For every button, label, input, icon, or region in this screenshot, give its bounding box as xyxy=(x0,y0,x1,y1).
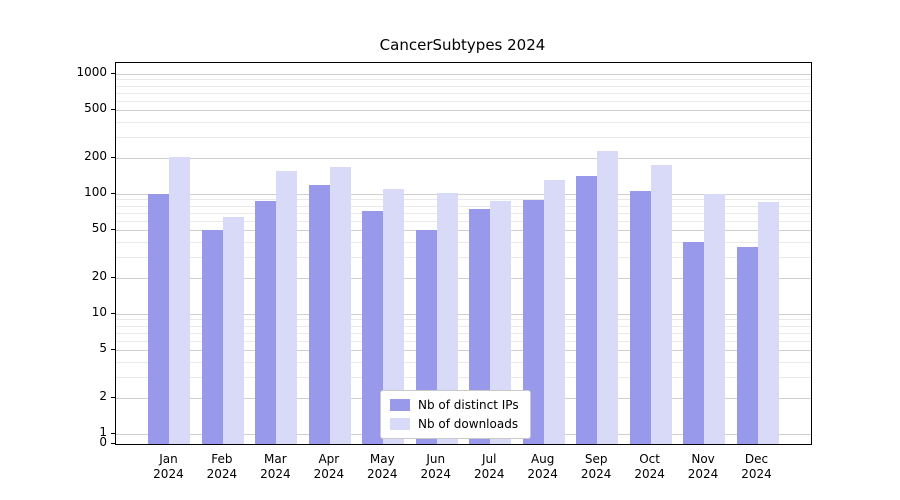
bar-nb-of-distinct-ips-sep xyxy=(576,176,598,444)
bar-nb-of-distinct-ips-aug xyxy=(522,199,544,444)
x-tick-label-feb: Feb 2024 xyxy=(206,452,238,481)
minor-gridline xyxy=(116,361,811,363)
y-tick-label: 50 xyxy=(91,221,107,236)
bar-nb-of-downloads-jan xyxy=(169,156,191,444)
major-gridline xyxy=(116,350,811,352)
y-tick-mark xyxy=(111,313,115,314)
minor-gridline xyxy=(116,319,811,321)
y-tick-mark xyxy=(111,433,115,434)
minor-gridline xyxy=(116,220,811,222)
minor-gridline xyxy=(116,121,811,123)
minor-gridline xyxy=(116,340,811,342)
x-tick-label-aug: Aug 2024 xyxy=(527,452,558,481)
major-gridline xyxy=(116,277,811,279)
chart-title: CancerSubtypes 2024 xyxy=(379,36,546,54)
legend-label: Nb of distinct IPs xyxy=(418,398,519,412)
bar-nb-of-distinct-ips-mar xyxy=(255,200,277,444)
bar-nb-of-distinct-ips-feb xyxy=(201,230,223,444)
legend-label: Nb of downloads xyxy=(418,417,519,431)
x-tick-label-oct: Oct 2024 xyxy=(634,452,665,481)
minor-gridline xyxy=(116,85,811,87)
x-tick-label-jun: Jun 2024 xyxy=(420,452,452,481)
major-gridline xyxy=(116,314,811,315)
plot-area xyxy=(115,62,812,445)
bar-nb-of-distinct-ips-apr xyxy=(308,184,330,444)
y-tick-mark xyxy=(111,349,115,351)
x-tick-label-sep: Sep 2024 xyxy=(580,452,612,481)
bar-nb-of-downloads-jul xyxy=(490,200,512,444)
y-tick-mark xyxy=(111,193,115,194)
y-tick-mark xyxy=(111,156,115,158)
major-gridline xyxy=(116,110,811,112)
minor-gridline xyxy=(116,332,811,334)
minor-gridline xyxy=(116,241,811,243)
y-tick-label: 5 xyxy=(99,341,107,356)
bar-nb-of-downloads-feb xyxy=(222,217,244,444)
minor-gridline xyxy=(116,256,811,258)
minor-gridline xyxy=(116,199,811,201)
bar-nb-of-downloads-may xyxy=(383,189,405,444)
major-gridline xyxy=(116,194,811,195)
x-tick-label-mar: Mar 2024 xyxy=(260,452,291,481)
bar-nb-of-distinct-ips-jan xyxy=(148,194,170,444)
legend-entry-nb-of-distinct-ips: Nb of distinct IPs xyxy=(390,398,519,412)
bar-nb-of-downloads-mar xyxy=(276,171,298,444)
y-tick-label: 0 xyxy=(99,435,107,449)
y-tick-mark xyxy=(111,73,115,74)
y-tick-label: 1 xyxy=(99,425,107,439)
y-tick-label: 500 xyxy=(84,101,107,116)
y-tick-label: 1000 xyxy=(76,65,107,79)
minor-gridline xyxy=(116,79,811,81)
legend-swatch-nb-of-distinct-ips xyxy=(390,399,410,411)
y-tick-label: 2 xyxy=(99,388,107,403)
legend-swatch-nb-of-downloads xyxy=(390,418,410,430)
bar-nb-of-downloads-sep xyxy=(597,151,619,444)
y-tick-mark xyxy=(111,396,115,398)
y-tick-label: 20 xyxy=(91,268,107,283)
y-tick-label: 10 xyxy=(91,305,107,319)
bar-nb-of-downloads-nov xyxy=(704,194,726,444)
bar-nb-of-downloads-dec xyxy=(757,201,779,444)
y-tick-mark xyxy=(111,443,115,444)
minor-gridline xyxy=(116,100,811,102)
y-tick-mark xyxy=(111,109,115,111)
y-tick-mark xyxy=(111,229,115,231)
x-tick-label-dec: Dec 2024 xyxy=(741,452,772,481)
minor-gridline xyxy=(116,92,811,94)
minor-gridline xyxy=(116,212,811,214)
y-tick-mark xyxy=(111,276,115,278)
y-tick-label: 200 xyxy=(84,148,107,163)
minor-gridline xyxy=(116,205,811,207)
bar-nb-of-distinct-ips-nov xyxy=(683,241,705,444)
major-gridline xyxy=(116,74,811,75)
major-gridline xyxy=(116,157,811,159)
bar-nb-of-downloads-apr xyxy=(329,166,351,444)
major-gridline xyxy=(116,230,811,232)
bar-nb-of-downloads-oct xyxy=(650,164,672,444)
x-tick-label-nov: Nov 2024 xyxy=(687,452,719,481)
x-tick-label-jul: Jul 2024 xyxy=(473,452,505,481)
bar-nb-of-downloads-aug xyxy=(543,180,565,444)
bar-nb-of-downloads-jun xyxy=(436,192,458,444)
bar-nb-of-distinct-ips-may xyxy=(362,211,384,444)
bar-nb-of-distinct-ips-dec xyxy=(736,247,758,444)
legend: Nb of distinct IPs Nb of downloads xyxy=(380,390,531,439)
minor-gridline xyxy=(116,325,811,327)
minor-gridline xyxy=(116,136,811,138)
minor-gridline xyxy=(116,376,811,378)
legend-entry-nb-of-downloads: Nb of downloads xyxy=(390,417,519,431)
y-tick-label: 100 xyxy=(84,185,107,199)
bar-nb-of-distinct-ips-jul xyxy=(469,209,491,444)
x-tick-label-jan: Jan 2024 xyxy=(153,452,184,481)
x-tick-label-apr: Apr 2024 xyxy=(313,452,345,481)
x-tick-label-may: May 2024 xyxy=(367,452,398,481)
bar-nb-of-distinct-ips-oct xyxy=(629,191,651,444)
